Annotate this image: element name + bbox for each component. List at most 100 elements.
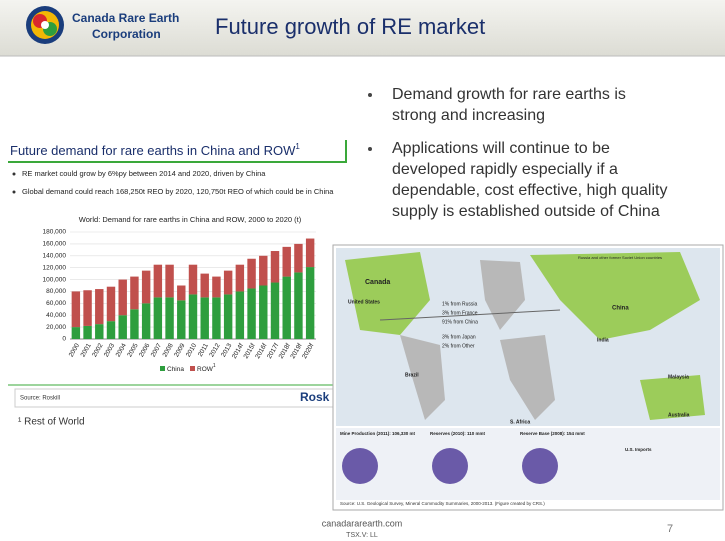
map-label: 2% from Other [442,343,475,349]
bar-segment [95,289,104,325]
map-label: 3% from France [442,310,478,316]
bar-segment [141,270,151,304]
bar-segment [130,309,139,339]
source-box [14,388,346,408]
bullet: Global demand could reach 168,250t REO b… [22,187,334,196]
bullet-line: dependable, cost effective, high quality [392,182,667,199]
trade-arrow [379,309,561,321]
bar-segment [212,276,221,298]
bar-segment [165,297,174,339]
bar-segment [223,270,233,295]
bar-segment [95,324,104,339]
logo [26,6,64,44]
y-tick-label: 180,000 [43,229,67,236]
map-label: China [612,306,629,312]
map-label: Australia [668,412,690,418]
right-bullets: Demand growth for rare earths is strong a… [368,86,667,220]
source: Source: Roskill [20,396,60,402]
bullet-dot [368,147,372,151]
land [640,375,705,420]
chart-title: World: Demand for rare earths in China a… [79,215,302,224]
bullet-wrap: Global demand could reach 168,250t REO b… [22,187,334,196]
pie [522,448,558,484]
map-source: Source: U.S. Geological Survey, Mineral … [340,501,545,506]
y-tick-label: 120,000 [43,264,67,271]
bar-segment [118,279,127,316]
bar-segment [83,290,92,326]
bar-segment [200,273,209,298]
bar-segment [305,238,315,268]
bar-segment [106,286,116,322]
bullet-line: Applications will continue to be [392,140,610,157]
bar-segment [71,291,81,328]
panel-heading: Future demand for rare earths in China a… [10,142,300,158]
land [400,335,445,420]
y-tick-label: 80,000 [46,288,66,295]
map-label: Reserve Base (2008): 154 mmt [520,431,585,436]
company-name: Corporation [92,27,161,41]
footer-ticker: TSX.V: LL [346,532,378,539]
legend-sup: 1 [213,363,216,369]
legend-swatch [160,366,165,371]
land [345,252,430,335]
pie [342,448,378,484]
bar-segment [165,264,174,298]
bar-segment [130,276,139,310]
legend-label: China [167,366,184,373]
bar-segment [177,285,186,301]
map-label: U.S. Imports [625,447,652,452]
map-label: 3% from Japan [442,334,476,340]
legend-swatch [190,366,195,371]
legend-label: ROW1 [197,363,216,372]
page-number: 7 [667,523,673,535]
map-label: Malaysia [668,374,689,380]
left-bullets: RE market could grow by 6%py between 201… [12,169,334,196]
y-tick-label: 40,000 [46,312,66,319]
bar-segment [247,288,256,339]
bar-segment [212,297,221,339]
bar-segment [305,267,315,339]
bar-segment [153,297,163,339]
map-label: Brazil [405,372,419,378]
land [530,252,700,340]
y-tick-label: 60,000 [46,300,66,307]
bar-segment [153,264,163,298]
y-tick-label: 100,000 [43,276,67,283]
y-tick-label: 20,000 [46,324,66,331]
bar-segment [294,243,303,273]
heading-text: Future demand for rare earths in China a… [10,143,296,158]
y-tick-label: 0 [62,336,66,343]
map-label: Canada [365,279,390,286]
legend-name: China [167,366,184,373]
map-label: Reserves (2010): 110 mmt [430,431,486,436]
bar-segment [235,291,245,339]
map-label: S. Africa [510,419,530,425]
bar-segment [223,294,233,339]
bar-segment [282,276,291,339]
land [500,335,555,420]
footnote: ¹ Rest of World [18,417,85,428]
bullet-line: strong and increasing [392,107,545,124]
bar-segment [294,272,303,339]
bullet-line: Demand growth for rare earths is [392,86,626,103]
bar-segment [177,300,186,339]
bullet: RE market could grow by 6%py between 201… [22,169,266,178]
bar-segment [282,246,291,277]
bar-segment [247,258,256,289]
map-label: 1% from Russia [442,301,478,307]
y-tick-label: 140,000 [43,252,67,259]
bullet-line: supply is established outside of China [392,203,660,220]
pie [432,448,468,484]
bar-segment [270,251,280,283]
bar-segment [118,315,127,339]
map-label: Mine Production (2011): 106,330 mt [340,431,416,436]
bar-segment [83,325,92,339]
source-logo: Rosk [300,390,330,404]
bar-segment [71,327,81,339]
heading-sup: 1 [295,142,300,151]
map: Canada United States Brazil China India Malay… [332,244,724,511]
bar-segment [188,264,198,295]
footer-site: canadararearth.com [322,518,403,528]
header-band [0,0,725,56]
